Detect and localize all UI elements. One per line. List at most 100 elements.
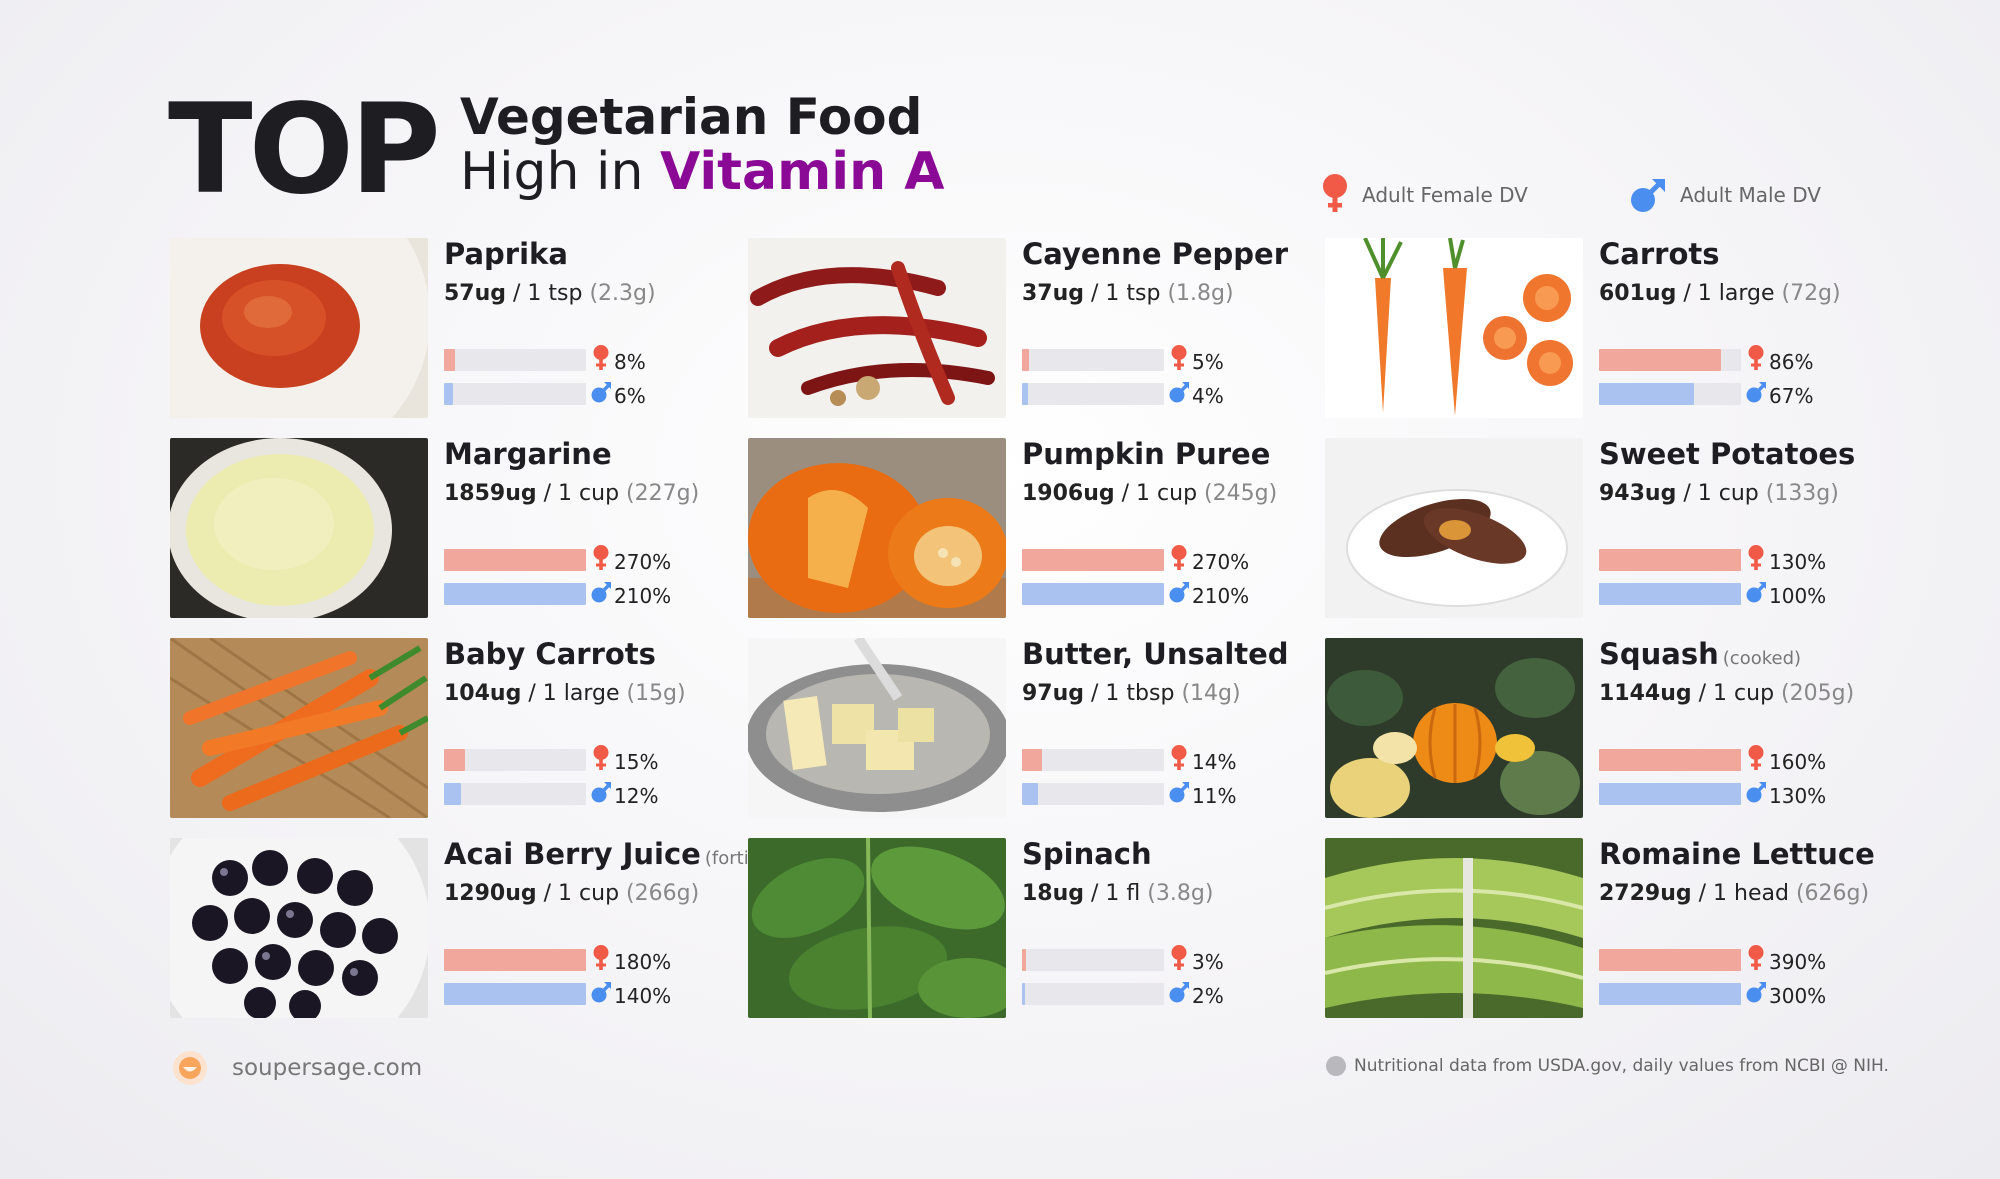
food-card: Acai Berry Juice (fortified) 1290ug / 1 cu…: [170, 838, 790, 1018]
dv-bars: 15% 12%: [444, 744, 674, 812]
female-dv-bar: [1599, 749, 1741, 771]
title-highlight: Vitamin A: [659, 142, 945, 202]
male-dv-label: 67%: [1769, 384, 1814, 408]
female-dv-bar: [1022, 949, 1027, 971]
male-dv-bar: [1022, 383, 1028, 405]
female-symbol-icon: [1171, 945, 1187, 970]
food-name: Paprika: [444, 240, 744, 269]
portion-grams: (15g): [626, 681, 686, 706]
female-symbol-icon: [1171, 745, 1187, 770]
food-info: Baby Carrots 104ug / 1 large (15g): [444, 638, 744, 707]
vitamin-amount: 57ug: [444, 281, 507, 306]
dv-bars: 130% 100%: [1599, 544, 1829, 612]
male-dv-bar: [1022, 783, 1038, 805]
food-name-text: Squash: [1599, 637, 1719, 671]
food-name: Spinach: [1022, 840, 1322, 869]
male-dv-label: 6%: [614, 384, 646, 408]
male-dv-row: 300%: [1599, 978, 1829, 1012]
vitamin-amount: 943ug: [1599, 481, 1677, 506]
portion: / 1 cup: [1691, 681, 1782, 706]
female-symbol-icon: [1748, 745, 1764, 770]
female-dv-label: 390%: [1769, 950, 1827, 974]
serving-info: 943ug / 1 cup (133g): [1599, 481, 1899, 506]
food-info: Spinach 18ug / 1 fl (3.8g): [1022, 838, 1322, 907]
male-dv-row: 210%: [1022, 578, 1252, 612]
male-symbol-icon: [1169, 582, 1189, 603]
male-symbol-icon: [1746, 582, 1766, 603]
footer-brand: soupersage.com: [170, 1048, 422, 1088]
food-name: Romaine Lettuce: [1599, 840, 1899, 869]
food-name-text: Sweet Potatoes: [1599, 437, 1856, 471]
male-dv-row: 4%: [1022, 378, 1252, 412]
food-name: Margarine: [444, 440, 744, 469]
female-dv-label: 14%: [1192, 750, 1237, 774]
food-card: Pumpkin Puree 1906ug / 1 cup (245g) 270% 21…: [748, 438, 1308, 618]
female-dv-track: [444, 549, 586, 571]
male-dv-row: 11%: [1022, 778, 1252, 812]
male-symbol-icon: [1746, 982, 1766, 1003]
portion: / 1 cup: [536, 481, 627, 506]
female-dv-bar: [444, 749, 466, 771]
food-card: Sweet Potatoes 943ug / 1 cup (133g) 130% 10…: [1325, 438, 1885, 618]
food-info: Squash (cooked) 1144ug / 1 cup (205g): [1599, 637, 1899, 707]
male-dv-label: 210%: [614, 584, 672, 608]
food-photo: [170, 238, 428, 418]
male-symbol-icon: [591, 582, 611, 603]
female-symbol-icon: [593, 545, 609, 570]
female-dv-row: 130%: [1599, 544, 1829, 578]
male-symbol-icon: [1169, 982, 1189, 1003]
female-symbol-icon: [1748, 945, 1764, 970]
female-symbol-icon: [593, 345, 609, 370]
vitamin-amount: 37ug: [1022, 281, 1085, 306]
female-dv-bar: [1022, 349, 1030, 371]
vitamin-amount: 97ug: [1022, 681, 1085, 706]
food-card: Margarine 1859ug / 1 cup (227g) 270% 210%: [170, 438, 730, 618]
vitamin-amount: 1859ug: [444, 481, 537, 506]
male-dv-track: [1022, 383, 1164, 405]
portion-grams: (1.8g): [1167, 281, 1234, 306]
portion-grams: (3.8g): [1147, 881, 1214, 906]
female-dv-row: 8%: [444, 344, 674, 378]
food-info: Pumpkin Puree 1906ug / 1 cup (245g): [1022, 438, 1322, 507]
serving-info: 1859ug / 1 cup (227g): [444, 481, 744, 506]
food-info: Margarine 1859ug / 1 cup (227g): [444, 438, 744, 507]
female-dv-track: [1599, 349, 1741, 371]
dv-bars: 270% 210%: [1022, 544, 1252, 612]
top-word: TOP: [168, 78, 441, 222]
serving-info: 57ug / 1 tsp (2.3g): [444, 281, 744, 306]
dv-bars: 3% 2%: [1022, 944, 1252, 1012]
female-dv-label: 86%: [1769, 350, 1814, 374]
serving-info: 1290ug / 1 cup (266g): [444, 881, 744, 906]
male-symbol-icon: [591, 782, 611, 803]
male-dv-label: 300%: [1769, 984, 1827, 1008]
food-photo: [170, 438, 428, 618]
portion-grams: (266g): [626, 881, 700, 906]
source-dot-icon: [1326, 1056, 1346, 1076]
male-dv-track: [1599, 983, 1741, 1005]
portion-grams: (205g): [1781, 681, 1855, 706]
male-dv-bar: [444, 383, 453, 405]
female-dv-bar: [1022, 549, 1164, 571]
female-dv-track: [1599, 549, 1741, 571]
portion: / 1 cup: [1676, 481, 1766, 506]
serving-info: 601ug / 1 large (72g): [1599, 281, 1899, 306]
food-note: (cooked): [1722, 648, 1802, 669]
food-photo: [748, 438, 1006, 618]
male-dv-row: 210%: [444, 578, 674, 612]
serving-info: 18ug / 1 fl (3.8g): [1022, 881, 1322, 906]
female-dv-track: [444, 749, 586, 771]
male-dv-row: 140%: [444, 978, 674, 1012]
portion: / 1 cup: [536, 881, 627, 906]
female-dv-label: 270%: [614, 550, 672, 574]
male-dv-track: [1599, 383, 1741, 405]
male-symbol-icon: [1631, 179, 1665, 212]
portion-grams: (72g): [1781, 281, 1841, 306]
food-photo: [1325, 438, 1583, 618]
dv-bars: 8% 6%: [444, 344, 674, 412]
dv-bars: 86% 67%: [1599, 344, 1829, 412]
food-photo: [170, 638, 428, 818]
serving-info: 1906ug / 1 cup (245g): [1022, 481, 1322, 506]
portion: / 1 tsp: [1084, 281, 1168, 306]
food-info: Cayenne Pepper 37ug / 1 tsp (1.8g): [1022, 238, 1322, 307]
male-dv-row: 2%: [1022, 978, 1252, 1012]
